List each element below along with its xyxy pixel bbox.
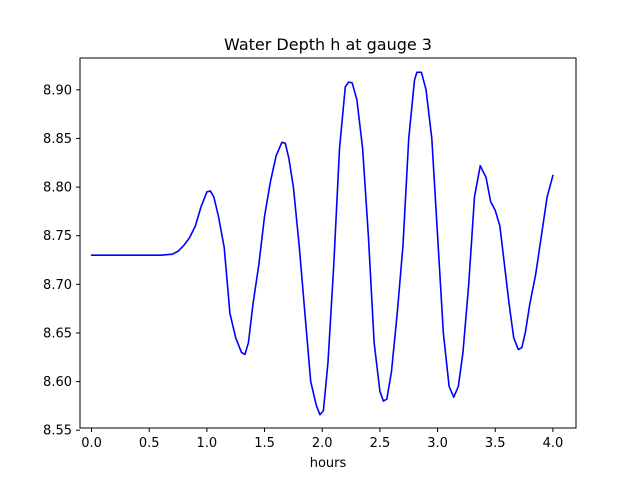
axes-frame [79,57,577,429]
y-tick-label: 8.65 [43,326,72,341]
x-tick-label: 1.0 [197,436,218,451]
y-axis-ticks: 8.55 8.60 8.65 8.70 8.75 8.80 8.85 8.90 [43,83,80,439]
x-tick-label: 0.5 [139,436,160,451]
x-tick-label: 0.0 [81,436,102,451]
y-tick-label: 8.85 [43,132,72,147]
x-tick-label: 2.5 [370,436,391,451]
x-axis-label: hours [310,456,347,471]
series-line-0 [90,71,554,416]
x-tick-label: 3.0 [427,436,448,451]
y-tick-label: 8.75 [43,229,72,244]
x-tick-label: 4.0 [543,436,564,451]
y-tick-label: 8.80 [43,181,72,196]
plot-area [90,71,554,416]
y-tick-label: 8.70 [43,278,72,293]
x-tick-label: 3.5 [485,436,506,451]
y-tick-label: 8.55 [43,424,72,439]
x-tick-label: 1.5 [254,436,275,451]
x-tick-label: 2.0 [312,436,333,451]
y-tick-label: 8.60 [43,375,72,390]
x-axis-ticks: 0.0 0.5 1.0 1.5 2.0 2.5 3.0 3.5 4.0 [81,428,563,451]
chart-title: Water Depth h at gauge 3 [224,35,432,54]
y-tick-label: 8.90 [43,83,72,98]
